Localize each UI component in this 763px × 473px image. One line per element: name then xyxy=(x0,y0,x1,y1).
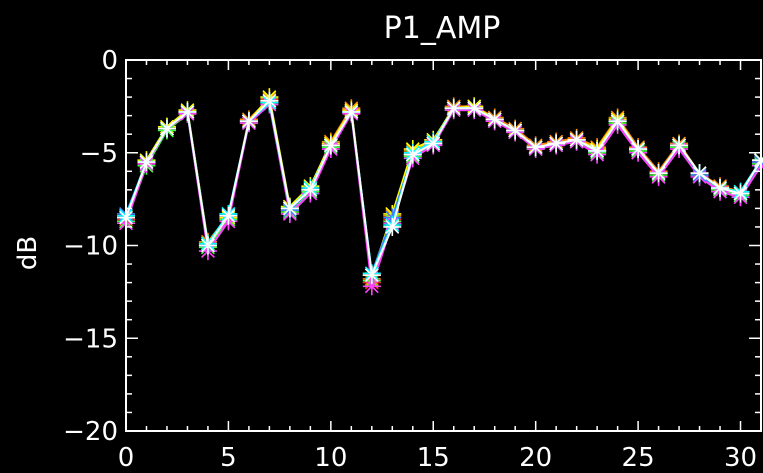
data-point xyxy=(485,110,504,129)
data-point xyxy=(301,180,320,199)
x-tick-label: 0 xyxy=(118,443,135,473)
axes-layer: 0 5 10 15 20 25 30 0 −5 −10 −15 −20 xyxy=(63,46,762,473)
data-point xyxy=(526,138,545,157)
series-layer xyxy=(117,88,763,296)
data-point xyxy=(567,130,586,149)
data-point xyxy=(424,134,443,153)
data-point xyxy=(711,178,730,197)
chart-title: P1_AMP xyxy=(384,11,501,46)
y-tick-label: −20 xyxy=(63,417,118,447)
data-point xyxy=(280,199,299,218)
x-tick-label: 30 xyxy=(724,443,757,473)
x-tick-label: 25 xyxy=(622,443,655,473)
x-tick-label: 15 xyxy=(417,443,450,473)
data-point xyxy=(690,164,709,183)
data-point xyxy=(547,134,566,153)
x-tick-label: 20 xyxy=(519,443,552,473)
data-point xyxy=(649,164,668,183)
data-point xyxy=(260,91,279,110)
data-point xyxy=(670,136,689,155)
y-tick-label: −5 xyxy=(80,139,118,169)
y-axis-label: dB xyxy=(13,236,43,270)
data-point xyxy=(588,141,607,160)
y-tick-label: 0 xyxy=(101,46,118,76)
x-tick-label: 5 xyxy=(220,443,237,473)
data-point xyxy=(239,112,258,131)
y-tick-label: −15 xyxy=(63,324,118,354)
data-point xyxy=(608,112,627,131)
data-point xyxy=(506,121,525,140)
data-point xyxy=(321,136,340,155)
data-point xyxy=(465,99,484,118)
y-tick-label: −10 xyxy=(63,232,118,262)
data-point xyxy=(198,236,217,255)
data-point xyxy=(362,277,381,296)
data-point xyxy=(342,102,361,121)
data-point xyxy=(444,99,463,118)
data-point xyxy=(178,102,197,121)
data-point xyxy=(137,153,156,172)
data-point xyxy=(629,140,648,159)
data-point xyxy=(157,119,176,138)
x-tick-label: 10 xyxy=(314,443,347,473)
data-point xyxy=(219,206,238,225)
data-point xyxy=(383,217,402,236)
data-point xyxy=(403,145,422,164)
data-point xyxy=(731,184,750,203)
data-point xyxy=(362,266,381,285)
